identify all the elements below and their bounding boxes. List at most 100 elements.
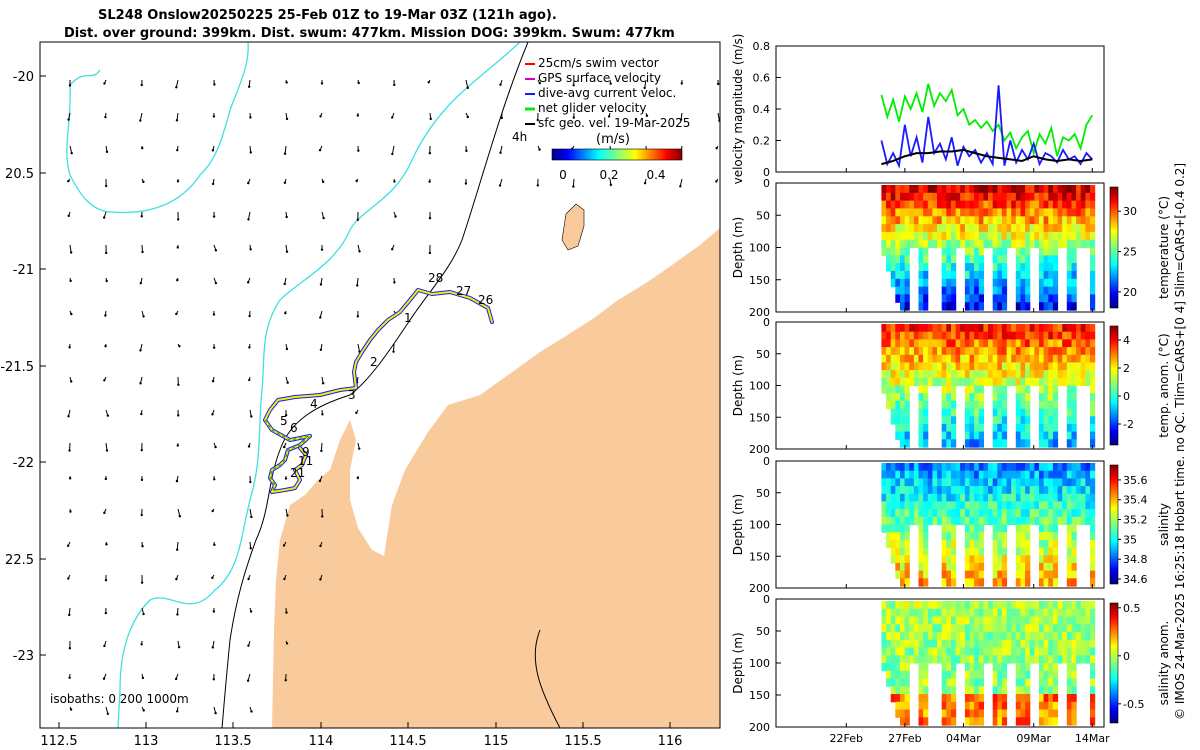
heatmap-cell bbox=[1006, 339, 1012, 348]
heatmap-cell bbox=[1080, 616, 1086, 625]
heatmap-cell bbox=[1090, 439, 1096, 448]
heatmap-cell bbox=[1066, 400, 1072, 410]
heatmap-cell bbox=[1029, 478, 1035, 487]
heatmap-cell bbox=[969, 339, 975, 348]
heatmap-cell bbox=[969, 216, 975, 225]
heatmap-cell bbox=[969, 686, 975, 695]
heatmap-cell bbox=[941, 347, 947, 356]
heatmap-cell bbox=[1015, 416, 1021, 425]
heatmap-cell bbox=[992, 185, 998, 194]
heatmap-cell bbox=[1025, 532, 1031, 541]
heatmap-cell bbox=[1085, 509, 1091, 518]
heatmap-cell bbox=[913, 516, 920, 526]
heatmap-cell bbox=[1066, 578, 1072, 587]
heatmap-cell bbox=[1048, 216, 1054, 225]
heatmap-cell bbox=[881, 239, 887, 249]
current-vector-head bbox=[284, 477, 288, 480]
current-vector-head bbox=[250, 515, 253, 519]
heatmap-cell bbox=[1062, 486, 1068, 495]
heatmap-cell bbox=[964, 578, 971, 587]
heatmap-cell bbox=[1076, 231, 1082, 241]
heatmap-cell bbox=[1052, 663, 1059, 672]
heatmap-cell bbox=[1001, 270, 1008, 280]
heatmap-cell bbox=[1052, 294, 1059, 303]
heatmap-cell bbox=[1015, 255, 1021, 264]
heatmap-cell bbox=[927, 377, 933, 387]
heatmap-cell bbox=[997, 385, 1003, 394]
heatmap-cell bbox=[946, 547, 952, 556]
heatmap-cell bbox=[1011, 478, 1017, 487]
current-vector-head bbox=[249, 151, 252, 154]
heatmap-cell bbox=[1001, 416, 1008, 425]
heatmap-cell bbox=[1001, 255, 1008, 264]
heatmap-cell bbox=[904, 539, 910, 549]
heatmap-cell bbox=[978, 192, 984, 202]
heatmap-cell bbox=[1085, 331, 1091, 340]
heatmap-cell bbox=[1034, 632, 1040, 641]
heatmap-cell bbox=[937, 370, 943, 379]
heatmap-cell bbox=[1052, 224, 1059, 233]
colorbar-tick-label: 0.5 bbox=[1123, 602, 1141, 615]
heatmap-cell bbox=[1048, 717, 1054, 726]
colorbar-label: salinity anom. bbox=[1157, 621, 1171, 706]
heatmap-cell bbox=[1057, 200, 1063, 209]
heatmap-cell bbox=[1025, 377, 1031, 387]
heatmap-cell bbox=[890, 362, 896, 371]
heatmap-cell bbox=[895, 655, 901, 664]
heatmap-cell bbox=[1039, 547, 1045, 556]
heatmap-cell bbox=[1052, 524, 1059, 533]
heatmap-cell bbox=[1062, 239, 1068, 249]
heatmap-cell bbox=[969, 185, 975, 194]
heatmap-cell bbox=[1011, 509, 1017, 518]
heatmap-cell bbox=[1001, 539, 1008, 549]
heatmap-cell bbox=[1001, 347, 1008, 356]
heatmap-cell bbox=[1020, 294, 1026, 303]
heatmap-cell bbox=[1015, 192, 1021, 202]
heatmap-cell bbox=[997, 416, 1003, 425]
heatmap-cell bbox=[1052, 278, 1059, 288]
heatmap-cell bbox=[1001, 185, 1008, 194]
heatmap-cell bbox=[1011, 624, 1017, 633]
current-vector-head bbox=[175, 119, 179, 122]
heatmap-cell bbox=[1025, 616, 1031, 625]
heatmap-cell bbox=[1011, 200, 1017, 209]
heatmap-cell bbox=[997, 555, 1003, 564]
heatmap-cell bbox=[974, 570, 980, 579]
heatmap-cell bbox=[895, 670, 901, 680]
current-vector-head bbox=[428, 152, 432, 155]
heatmap-cell bbox=[1029, 370, 1035, 379]
heatmap-cell bbox=[951, 532, 957, 541]
heatmap-cell bbox=[1043, 393, 1049, 402]
heatmap-cell bbox=[1048, 570, 1054, 579]
heatmap-cell bbox=[1052, 501, 1059, 510]
heatmap-cell bbox=[913, 200, 920, 209]
heatmap-cell bbox=[932, 632, 938, 641]
heatmap-cell bbox=[1043, 255, 1049, 264]
heatmap-cell bbox=[1001, 639, 1008, 649]
heatmap-cell bbox=[1006, 493, 1012, 503]
heatmap-cell bbox=[960, 493, 966, 503]
heatmap-cell bbox=[951, 347, 957, 356]
heatmap-cell bbox=[918, 231, 924, 241]
heatmap-cell bbox=[988, 377, 994, 387]
heatmap-cell bbox=[1006, 331, 1012, 340]
heatmap-cell bbox=[1020, 331, 1026, 340]
colorbar-tick-label: 34.6 bbox=[1123, 573, 1148, 586]
heatmap-cell bbox=[1090, 339, 1096, 348]
current-vector-head bbox=[213, 543, 216, 547]
heatmap-cell bbox=[1006, 377, 1012, 387]
heatmap-cell bbox=[1025, 632, 1031, 641]
heatmap-cell bbox=[983, 339, 989, 348]
heatmap-cell bbox=[1006, 647, 1012, 656]
heatmap-cell bbox=[1043, 516, 1049, 526]
heatmap-cell bbox=[941, 302, 947, 311]
heatmap-cell bbox=[992, 324, 998, 333]
heatmap-cell bbox=[1048, 286, 1054, 295]
heatmap-cell bbox=[932, 216, 938, 225]
heatmap-cell bbox=[895, 431, 901, 440]
day-label: 11 bbox=[298, 454, 313, 468]
heatmap-cell bbox=[909, 370, 915, 379]
heatmap-cell bbox=[918, 639, 924, 649]
heatmap-cell bbox=[1025, 670, 1031, 680]
heatmap-cell bbox=[992, 608, 998, 618]
